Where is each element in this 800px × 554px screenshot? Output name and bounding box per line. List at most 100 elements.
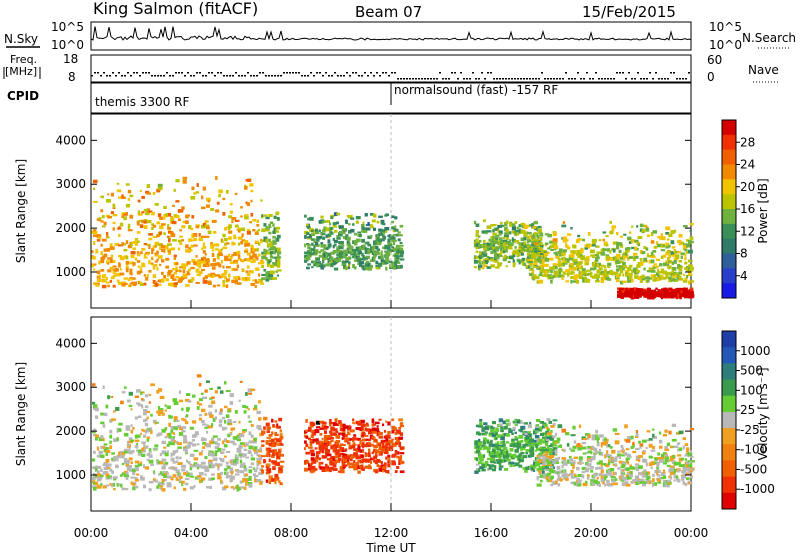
scatter-cell bbox=[520, 447, 523, 452]
scatter-cell bbox=[207, 280, 212, 283]
scatter-cell bbox=[348, 250, 353, 254]
scatter-cell bbox=[512, 262, 516, 266]
scatter-cell bbox=[152, 471, 156, 475]
frequency-mark bbox=[304, 75, 306, 77]
scatter-cell bbox=[274, 420, 278, 423]
scatter-cell bbox=[538, 460, 542, 463]
scatter-cell bbox=[475, 241, 480, 245]
scatter-cell bbox=[112, 270, 116, 274]
scatter-cell bbox=[311, 266, 314, 269]
scatter-cell bbox=[141, 453, 146, 457]
scatter-cell bbox=[326, 436, 332, 440]
scatter-cell bbox=[263, 268, 267, 272]
scatter-cell bbox=[361, 247, 366, 251]
noise-tick-bottom-left: 10^0 bbox=[51, 38, 84, 52]
scatter-cell bbox=[486, 441, 491, 444]
scatter-cell bbox=[655, 265, 660, 268]
scatter-cell bbox=[221, 460, 225, 463]
scatter-cell bbox=[650, 255, 656, 259]
scatter-cell bbox=[229, 393, 234, 398]
scatter-cell bbox=[631, 246, 636, 250]
scatter-cell bbox=[186, 214, 191, 217]
scatter-cell bbox=[575, 252, 581, 256]
frequency-strip: Freq. [MHz] 18 8 60 0 Nave bbox=[3, 52, 780, 84]
scatter-cell bbox=[539, 421, 544, 424]
scatter-cell bbox=[151, 211, 155, 216]
scatter-cell bbox=[682, 225, 688, 228]
scatter-cell bbox=[378, 444, 382, 448]
frequency-mark bbox=[466, 78, 468, 80]
scatter-cell bbox=[258, 460, 262, 465]
scatter-cell bbox=[327, 259, 330, 264]
scatter-cell bbox=[495, 428, 500, 432]
scatter-cell bbox=[388, 444, 393, 449]
scatter-cell bbox=[109, 419, 112, 423]
scatter-cell bbox=[211, 400, 216, 405]
scatter-cell bbox=[184, 449, 188, 453]
scatter-cell bbox=[229, 478, 234, 482]
scatter-cell bbox=[139, 189, 142, 192]
scatter-cell bbox=[520, 250, 525, 253]
scatter-cell bbox=[378, 468, 382, 472]
scatter-cell bbox=[348, 438, 352, 441]
scatter-cell bbox=[245, 478, 249, 483]
scatter-cell bbox=[109, 440, 112, 444]
scatter-cell bbox=[246, 228, 251, 231]
frequency-mark bbox=[427, 78, 429, 80]
scatter-cell bbox=[376, 430, 381, 435]
frequency-mark bbox=[631, 78, 633, 80]
scatter-cell bbox=[580, 247, 584, 252]
scatter-cell bbox=[150, 463, 154, 466]
scatter-cell bbox=[536, 467, 542, 472]
scatter-cell bbox=[322, 220, 326, 224]
scatter-cell bbox=[237, 242, 241, 246]
scatter-cell bbox=[342, 425, 345, 428]
scatter-cell bbox=[361, 238, 365, 243]
scatter-cell bbox=[552, 274, 557, 278]
scatter-cell bbox=[520, 250, 523, 254]
scatter-cell bbox=[385, 456, 388, 460]
scatter-cell bbox=[265, 441, 269, 445]
scatter-cell bbox=[258, 479, 262, 482]
scatter-cell bbox=[367, 263, 371, 267]
scatter-cell bbox=[178, 399, 183, 403]
scatter-cell bbox=[398, 441, 402, 445]
scatter-cell bbox=[306, 224, 309, 227]
scatter-cell bbox=[595, 280, 600, 283]
scatter-cell bbox=[578, 462, 582, 465]
scatter-cell bbox=[486, 242, 491, 246]
scatter-cell bbox=[373, 423, 376, 426]
scatter-cell bbox=[529, 433, 532, 438]
scatter-cell bbox=[529, 421, 532, 425]
scatter-cell bbox=[152, 224, 157, 228]
scatter-cell bbox=[582, 269, 585, 272]
scatter-cell bbox=[552, 442, 555, 446]
scatter-cell bbox=[493, 454, 499, 458]
scatter-cell bbox=[121, 462, 125, 465]
scatter-cell bbox=[187, 441, 191, 445]
scatter-cell bbox=[231, 279, 236, 284]
scatter-cell bbox=[580, 255, 585, 260]
scatter-cell bbox=[595, 467, 598, 470]
frequency-mark bbox=[94, 72, 96, 74]
scatter-cell bbox=[665, 226, 671, 231]
scatter-cell bbox=[261, 432, 264, 436]
scatter-cell bbox=[543, 263, 549, 267]
scatter-cell bbox=[483, 264, 488, 268]
scatter-cell bbox=[106, 234, 109, 238]
frequency-mark bbox=[652, 78, 654, 80]
scatter-cell bbox=[488, 434, 492, 437]
scatter-cell bbox=[525, 265, 528, 268]
scatter-cell bbox=[572, 425, 576, 430]
scatter-cell bbox=[371, 436, 375, 439]
scatter-cell bbox=[605, 254, 610, 258]
scatter-cell bbox=[622, 261, 626, 266]
scatter-cell bbox=[541, 260, 545, 263]
scatter-cell bbox=[577, 479, 581, 484]
scatter-cell bbox=[268, 273, 273, 276]
scatter-cell bbox=[243, 467, 248, 472]
scatter-cell bbox=[325, 447, 328, 452]
scatter-cell bbox=[241, 269, 245, 272]
scatter-cell bbox=[156, 221, 161, 225]
